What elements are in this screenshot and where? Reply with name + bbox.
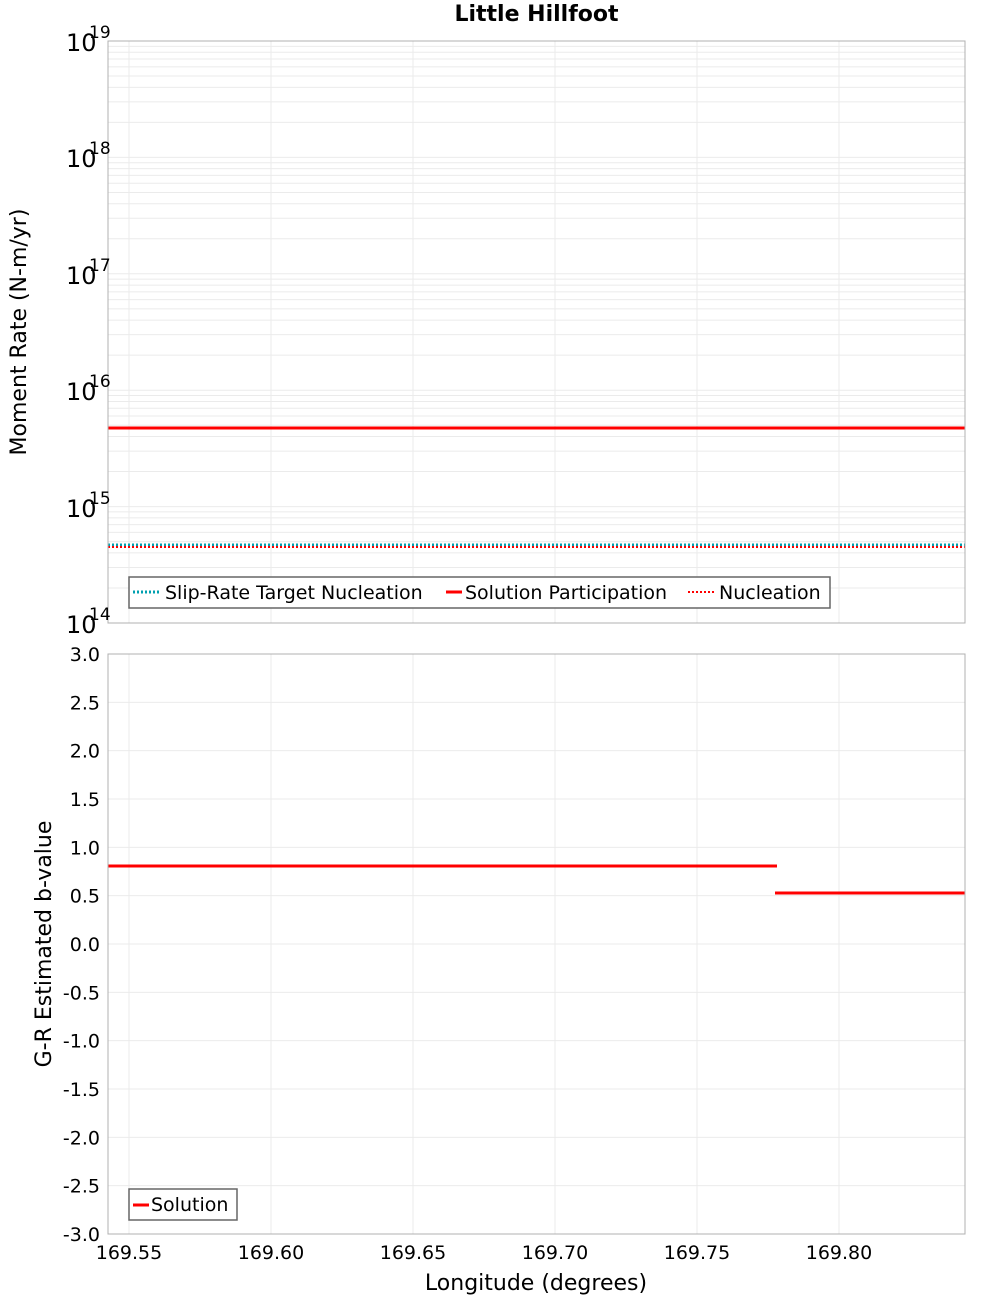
ytick-exp: 14 <box>89 605 111 625</box>
legend-label: Solution Participation <box>465 582 667 604</box>
ytick-base: 10 <box>66 495 97 523</box>
ytick-label: -0.5 <box>63 982 100 1004</box>
top-plot: 10 19 10 18 10 17 10 16 10 15 10 14 Mome… <box>7 23 966 639</box>
chart-title: Little Hillfoot <box>454 2 619 27</box>
ytick-label: 0.5 <box>70 886 100 908</box>
xtick-label: 169.70 <box>522 1242 588 1264</box>
top-legend: Slip-Rate Target Nucleation Solution Par… <box>128 576 831 609</box>
legend-label: Solution <box>151 1194 228 1216</box>
ytick-label: 1.5 <box>70 789 100 811</box>
legend-label: Slip-Rate Target Nucleation <box>165 582 423 604</box>
bottom-plot: 3.0 2.5 2.0 1.5 1.0 0.5 0.0 -0.5 -1.0 -1.5 -2.0 -2.… <box>32 644 966 1296</box>
ytick-label: 2.0 <box>70 741 100 763</box>
ytick-base: 10 <box>66 378 97 406</box>
xtick-label: 169.60 <box>238 1242 304 1264</box>
top-vertical-gridlines <box>128 41 840 623</box>
ytick-exp: 19 <box>89 23 111 43</box>
ytick-exp: 18 <box>89 139 111 159</box>
bottom-legend: Solution <box>128 1188 238 1221</box>
ytick-base: 10 <box>66 262 97 290</box>
xtick-label: 169.75 <box>664 1242 730 1264</box>
ytick-base: 10 <box>66 29 97 57</box>
ytick-label: -1.5 <box>63 1079 100 1101</box>
ytick-exp: 15 <box>89 489 111 509</box>
top-plot-area <box>108 41 965 623</box>
xtick-label: 169.55 <box>96 1242 162 1264</box>
top-gridlines <box>108 45 965 624</box>
x-axis-label: Longitude (degrees) <box>425 1271 647 1296</box>
ytick-label: -2.0 <box>63 1127 100 1149</box>
ytick-label: 2.5 <box>70 692 100 714</box>
bottom-y-axis-label: G-R Estimated b-value <box>32 821 57 1068</box>
ytick-exp: 16 <box>89 372 111 392</box>
bottom-plot-border <box>107 653 966 1235</box>
xtick-label: 169.80 <box>806 1242 872 1264</box>
ytick-label: 3.0 <box>70 644 100 666</box>
bottom-y-ticks: 3.0 2.5 2.0 1.5 1.0 0.5 0.0 -0.5 -1.0 -1.5 -2.0 -2.… <box>63 644 100 1246</box>
ytick-label: -3.0 <box>63 1224 100 1246</box>
ytick-exp: 17 <box>89 256 111 276</box>
ytick-base: 10 <box>66 145 97 173</box>
top-y-axis-label: Moment Rate (N-m/yr) <box>7 209 32 456</box>
ytick-label: 1.0 <box>70 837 100 859</box>
ytick-label: -1.0 <box>63 1031 100 1053</box>
top-plot-border <box>107 40 966 624</box>
ytick-label: 0.0 <box>70 934 100 956</box>
x-ticks: 169.55 169.60 169.65 169.70 169.75 169.80 <box>96 1242 872 1264</box>
ytick-base: 10 <box>66 611 97 639</box>
legend-label: Nucleation <box>719 582 821 604</box>
xtick-label: 169.65 <box>380 1242 446 1264</box>
ytick-label: -2.5 <box>63 1176 100 1198</box>
top-y-ticks: 10 19 10 18 10 17 10 16 10 15 10 14 <box>66 23 111 639</box>
